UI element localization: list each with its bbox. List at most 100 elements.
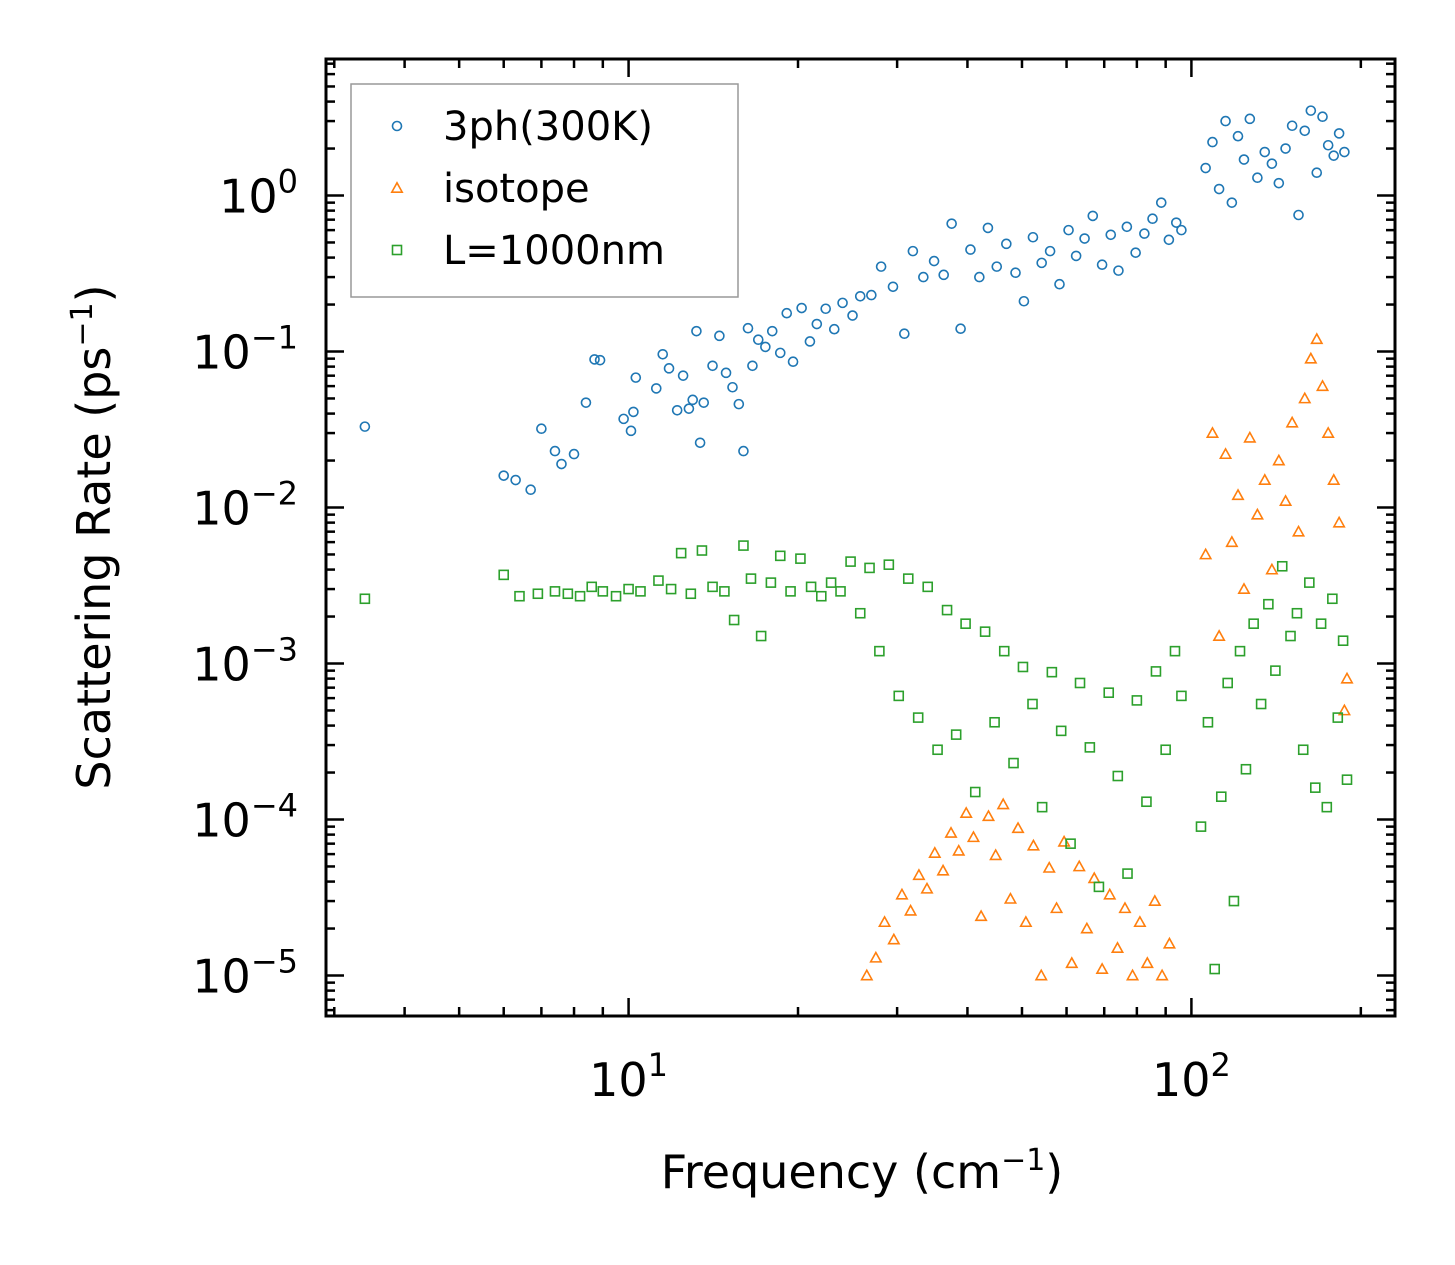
data-point (1042, 860, 1056, 873)
y-tick-label: 100 (219, 163, 298, 224)
y-tick-label: 10−3 (192, 631, 298, 692)
data-point (536, 423, 547, 435)
data-point (982, 222, 994, 234)
data-point (1065, 956, 1079, 969)
data-point (525, 484, 536, 496)
data-point (1291, 607, 1303, 619)
data-point (1003, 891, 1018, 904)
data-point (1139, 228, 1150, 239)
data-point (1121, 221, 1133, 233)
legend-label: L=1000nm (443, 228, 665, 274)
data-point (941, 604, 953, 616)
legend: 3ph(300K) isotope L=1000nm (350, 83, 739, 298)
data-point (1222, 677, 1233, 689)
data-point (1019, 915, 1033, 928)
data-point (1148, 894, 1162, 907)
data-point (556, 458, 567, 470)
data-point (904, 903, 918, 916)
data-point (650, 383, 662, 394)
data-point (928, 255, 940, 267)
data-point (1084, 742, 1096, 753)
data-point (1150, 666, 1162, 677)
data-point (869, 950, 883, 963)
legend-marker (390, 181, 404, 193)
data-point (1258, 473, 1272, 485)
data-point (1280, 143, 1291, 154)
data-point (1297, 744, 1309, 756)
data-point (1027, 231, 1039, 243)
series-1 (860, 332, 1354, 981)
data-point (733, 398, 745, 410)
data-point (991, 261, 1003, 272)
data-point (936, 863, 950, 876)
data-point (1248, 618, 1259, 629)
legend-label: isotope (443, 166, 590, 212)
data-point (510, 474, 521, 486)
data-point (1110, 941, 1125, 953)
data-point (1243, 430, 1257, 443)
data-point (1322, 139, 1334, 151)
data-point (805, 581, 817, 593)
data-point (981, 809, 996, 822)
data-point (887, 281, 899, 293)
data-point (653, 575, 664, 586)
y-tick-label: 10−4 (192, 786, 298, 847)
data-point (760, 341, 771, 353)
data-point (1103, 887, 1117, 900)
data-point (707, 581, 718, 593)
x-tick-label: 101 (589, 1046, 668, 1107)
data-point (1305, 105, 1317, 116)
data-point (811, 318, 823, 330)
data-point (866, 289, 877, 301)
data-point (1096, 259, 1108, 271)
data-point (687, 394, 699, 406)
data-point (1160, 744, 1171, 756)
data-point (1298, 391, 1312, 404)
data-point (1337, 703, 1351, 716)
data-point (562, 588, 574, 600)
data-point (1333, 128, 1345, 139)
data-point (685, 588, 697, 600)
legend-box (350, 83, 739, 298)
data-point (969, 786, 981, 798)
data-point (1209, 963, 1221, 975)
data-point (1234, 645, 1246, 657)
data-point (1044, 245, 1056, 257)
data-point (1220, 115, 1231, 127)
data-point (1279, 494, 1293, 507)
data-point (998, 645, 1010, 657)
data-point (714, 330, 725, 342)
data-point (1263, 598, 1274, 610)
data-point (610, 590, 622, 602)
series-2 (359, 540, 1353, 975)
data-point (1237, 582, 1251, 595)
data-point (498, 569, 510, 581)
data-point (696, 545, 708, 556)
data-point (1118, 901, 1132, 914)
data-point (895, 887, 909, 900)
data-point (1327, 473, 1341, 485)
data-point (1228, 895, 1240, 907)
data-point (594, 354, 606, 366)
data-point (1113, 265, 1124, 276)
data-point (514, 590, 525, 602)
data-point (742, 322, 754, 334)
data-point (1125, 968, 1140, 981)
data-point (1266, 158, 1278, 169)
data-point (1199, 547, 1213, 560)
data-points (359, 105, 1354, 981)
data-point (1140, 956, 1154, 969)
data-point (1340, 671, 1354, 684)
data-point (738, 540, 749, 551)
series-0 (359, 105, 1350, 496)
data-point (1252, 172, 1263, 184)
data-point (1332, 515, 1346, 528)
data-point (1176, 224, 1187, 236)
data-point (928, 846, 942, 858)
data-point (1162, 936, 1176, 949)
data-point (1240, 763, 1252, 775)
y-tick-label: 10−1 (192, 319, 298, 380)
data-point (1232, 130, 1244, 142)
data-point (625, 425, 637, 437)
data-point (1321, 801, 1333, 813)
